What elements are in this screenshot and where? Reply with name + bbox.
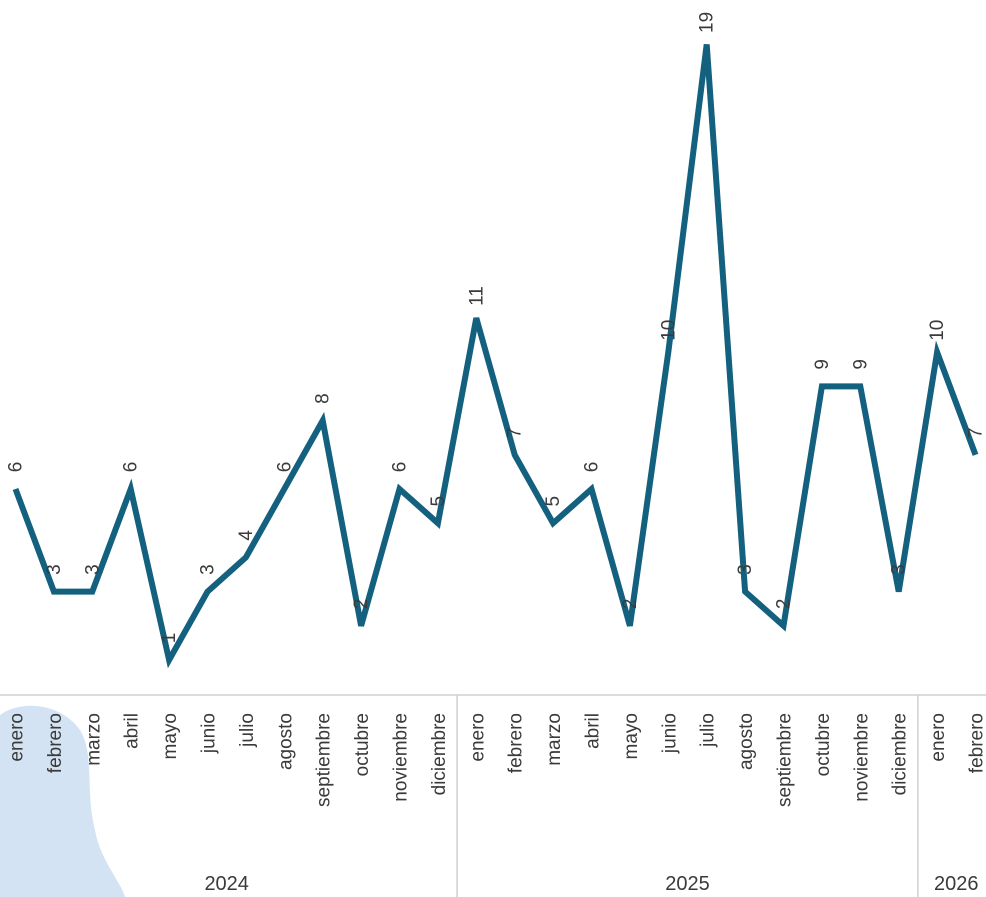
data-label: 6 (274, 462, 295, 473)
data-label: 7 (966, 428, 986, 439)
x-tick-label: octubre (352, 713, 373, 776)
x-tick-label: mayo (160, 713, 181, 759)
series-line (12, 44, 979, 669)
x-tick-label: enero (928, 713, 949, 762)
x-tick-label: agosto (275, 713, 296, 770)
x-tick-label: enero (7, 713, 28, 762)
data-label: 5 (428, 496, 449, 507)
x-tick-label: abril (583, 713, 604, 749)
x-tick-label: enero (467, 713, 488, 762)
x-tick-label: junio (199, 713, 220, 754)
year-label: 2025 (665, 873, 710, 895)
data-label: 6 (582, 462, 603, 473)
data-label: 1 (159, 633, 180, 644)
data-label: 3 (889, 564, 910, 575)
data-label: 3 (198, 564, 219, 575)
x-tick-label: julio (698, 713, 719, 748)
year-label: 2026 (934, 873, 979, 895)
x-tick-label: mayo (621, 713, 642, 759)
data-label: 2 (774, 599, 795, 610)
data-label: 6 (390, 462, 411, 473)
data-label: 9 (850, 359, 871, 370)
x-tick-label: octubre (813, 713, 834, 776)
x-tick-labels: enero febrero marzo abril mayo junio julio agos… (7, 713, 986, 807)
x-tick-label: junio (659, 713, 680, 754)
data-label: 5 (543, 496, 564, 507)
data-label: 3 (44, 564, 65, 575)
data-label: 2 (620, 599, 641, 610)
data-label: 8 (313, 393, 334, 404)
watermark-shape (0, 705, 125, 897)
x-tick-label: julio (237, 713, 258, 748)
data-label: 3 (82, 564, 103, 575)
x-tick-label: marzo (83, 713, 104, 766)
x-axis (0, 694, 986, 897)
data-label: 9 (812, 359, 833, 370)
data-label: 2 (351, 599, 372, 610)
data-label: 4 (236, 530, 257, 541)
x-tick-label: diciembre (429, 713, 450, 795)
series-line-group (12, 44, 979, 669)
data-label: 7 (505, 428, 526, 439)
year-group-labels: 2024 2025 2026 (204, 873, 978, 895)
year-label: 2024 (204, 873, 249, 895)
data-label: 10 (927, 320, 948, 341)
data-labels: 6 3 3 6 1 3 4 6 8 2 6 5 11 7 5 6 2 10 19 3 2 9 9 3 10 7 (6, 12, 986, 643)
data-label: 3 (735, 564, 756, 575)
x-tick-label: diciembre (890, 713, 911, 795)
data-label: 11 (466, 286, 487, 306)
x-tick-label: febrero (967, 713, 986, 773)
x-tick-label: abril (122, 713, 143, 749)
x-tick-label: marzo (544, 713, 565, 766)
x-tick-label: septiembre (314, 713, 335, 807)
x-tick-label: septiembre (775, 713, 796, 807)
data-label: 6 (6, 462, 27, 473)
x-tick-label: agosto (736, 713, 757, 770)
data-label: 6 (121, 462, 142, 473)
x-tick-label: noviembre (851, 713, 872, 802)
x-tick-label: noviembre (391, 713, 412, 802)
data-label: 10 (658, 320, 679, 341)
x-tick-label: febrero (45, 713, 66, 773)
data-label: 19 (697, 12, 718, 33)
watermark-logo (0, 705, 125, 897)
x-tick-label: febrero (506, 713, 527, 773)
